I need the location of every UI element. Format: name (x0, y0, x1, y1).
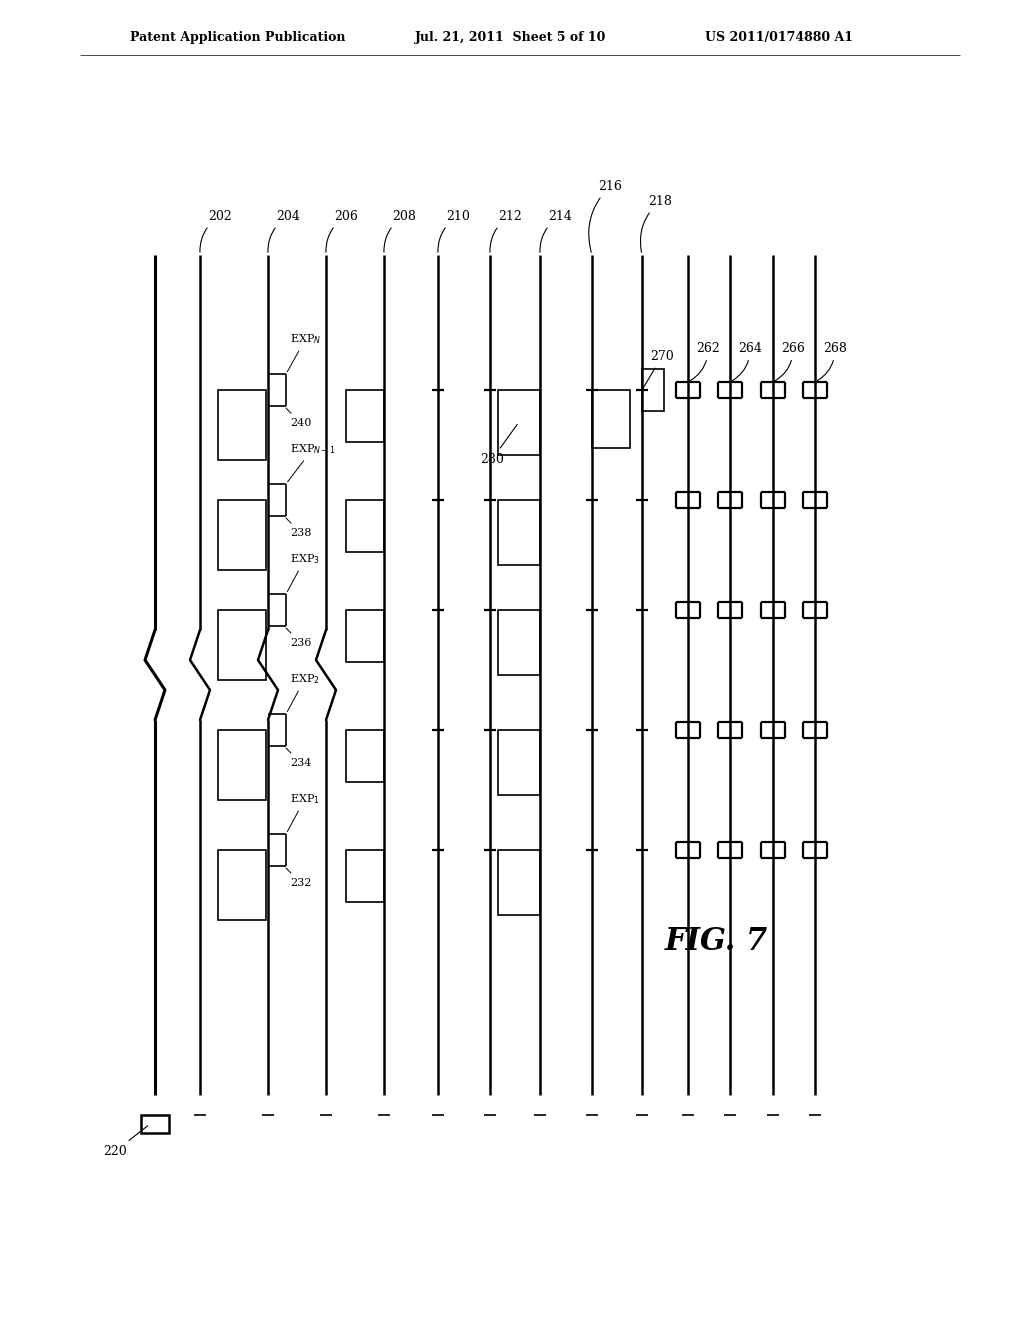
Text: 212: 212 (489, 210, 522, 252)
Bar (218, 730, 266, 800)
Bar (141, 1115, 169, 1133)
Text: 218: 218 (640, 195, 672, 252)
Text: 220: 220 (103, 1126, 147, 1158)
Bar (346, 500, 384, 552)
Text: 262: 262 (690, 342, 720, 380)
Bar (498, 850, 540, 915)
Text: 206: 206 (326, 210, 357, 252)
Text: 202: 202 (200, 210, 231, 252)
Bar (346, 389, 384, 442)
Bar (346, 610, 384, 663)
Text: 264: 264 (732, 342, 762, 380)
Text: 280: 280 (480, 424, 517, 466)
Text: Patent Application Publication: Patent Application Publication (130, 30, 345, 44)
Text: EXP$_2$: EXP$_2$ (288, 672, 319, 711)
Text: 234: 234 (286, 748, 311, 768)
Bar (218, 610, 266, 680)
Text: 266: 266 (775, 342, 805, 380)
Text: Jul. 21, 2011  Sheet 5 of 10: Jul. 21, 2011 Sheet 5 of 10 (415, 30, 606, 44)
Text: 238: 238 (286, 517, 311, 539)
Bar (346, 850, 384, 902)
Text: 270: 270 (643, 350, 674, 388)
Bar (218, 850, 266, 920)
Text: FIG. 7: FIG. 7 (665, 927, 768, 957)
Bar (218, 500, 266, 570)
Text: US 2011/0174880 A1: US 2011/0174880 A1 (705, 30, 853, 44)
Text: 208: 208 (384, 210, 416, 252)
Text: 216: 216 (589, 180, 622, 252)
Text: EXP$_1$: EXP$_1$ (288, 792, 319, 832)
Bar (346, 730, 384, 781)
Text: 214: 214 (540, 210, 571, 252)
Text: 232: 232 (286, 869, 311, 888)
Bar (498, 389, 540, 455)
Bar (642, 370, 664, 411)
Bar (498, 730, 540, 795)
Text: EXP$_N$: EXP$_N$ (288, 333, 322, 371)
Text: 268: 268 (817, 342, 847, 380)
Text: EXP$_3$: EXP$_3$ (288, 552, 319, 591)
Text: 240: 240 (286, 408, 311, 428)
Text: 210: 210 (438, 210, 470, 252)
Text: EXP$_{N-1}$: EXP$_{N-1}$ (288, 442, 335, 482)
Bar (498, 500, 540, 565)
Bar (218, 389, 266, 459)
Text: 204: 204 (268, 210, 300, 252)
Bar (498, 610, 540, 675)
Bar (592, 389, 630, 447)
Text: 236: 236 (286, 628, 311, 648)
